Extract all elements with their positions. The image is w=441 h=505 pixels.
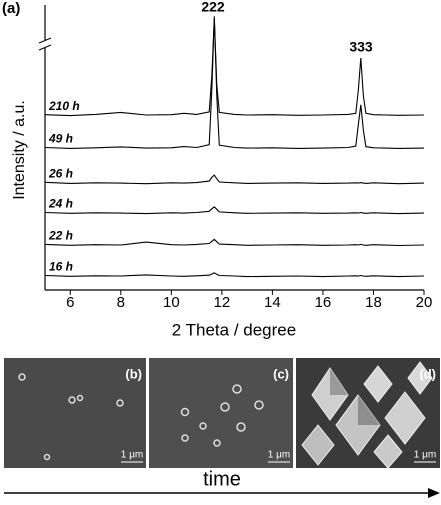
xrd-trace bbox=[44, 16, 425, 149]
time-arrowhead bbox=[428, 488, 440, 498]
xrd-trace bbox=[44, 174, 425, 185]
trace-label: 22 h bbox=[48, 229, 73, 243]
x-tick-label: 8 bbox=[117, 294, 125, 311]
x-tick-label: 10 bbox=[163, 294, 180, 311]
x-tick-label: 6 bbox=[66, 294, 74, 311]
xrd-trace bbox=[44, 238, 425, 247]
trace-label: 24 h bbox=[48, 197, 73, 211]
sem-panel-d bbox=[296, 358, 440, 469]
axis-break bbox=[38, 37, 52, 44]
trace-label: 210 h bbox=[48, 99, 80, 113]
xrd-trace bbox=[44, 19, 425, 117]
trace-label: 16 h bbox=[49, 260, 73, 274]
image-label: (c) bbox=[273, 366, 289, 381]
x-tick-label: 14 bbox=[264, 294, 281, 311]
panel-label: (a) bbox=[2, 0, 20, 17]
scale-label: 1 μm bbox=[121, 450, 143, 461]
peak-label: 333 bbox=[349, 39, 373, 55]
trace-label: 26 h bbox=[48, 166, 73, 180]
time-label: time bbox=[203, 468, 241, 490]
scale-label: 1 μm bbox=[414, 450, 436, 461]
x-axis-label: 2 Theta / degree bbox=[172, 320, 296, 339]
x-tick-label: 16 bbox=[315, 294, 332, 311]
scale-label: 1 μm bbox=[268, 450, 290, 461]
y-axis-label: Intensity / a.u. bbox=[11, 100, 28, 200]
xrd-trace bbox=[44, 206, 425, 215]
x-tick-label: 20 bbox=[416, 294, 433, 311]
peak-label: 222 bbox=[201, 0, 225, 15]
sem-panel-b bbox=[4, 358, 146, 468]
x-tick-label: 18 bbox=[365, 294, 382, 311]
image-label: (b) bbox=[125, 366, 142, 381]
x-tick-label: 12 bbox=[214, 294, 231, 311]
trace-label: 49 h bbox=[48, 132, 73, 146]
axis-break-gap bbox=[40, 40, 50, 48]
axis-break bbox=[38, 44, 52, 51]
xrd-trace bbox=[44, 272, 425, 278]
sem-panel-c bbox=[149, 358, 293, 468]
image-label: (d) bbox=[419, 366, 436, 381]
